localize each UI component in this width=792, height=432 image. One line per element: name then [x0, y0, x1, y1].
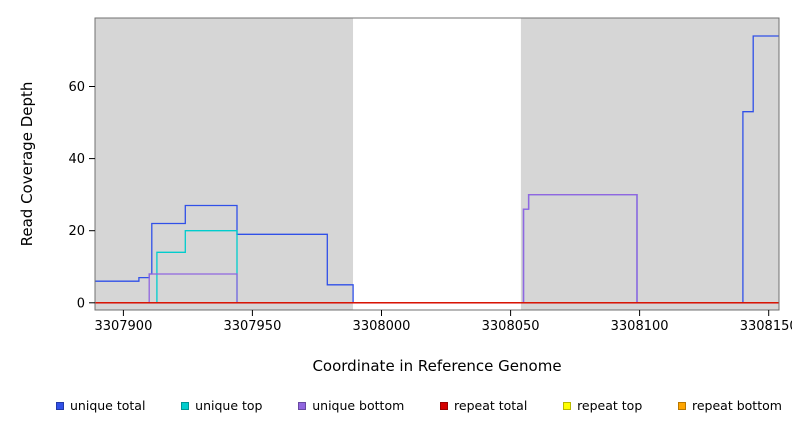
legend-swatch-repeat-bottom [678, 401, 686, 410]
legend-item-unique-total: unique total [56, 398, 145, 413]
x-tick-label: 3308000 [353, 319, 411, 334]
legend-label-repeat-top: repeat top [577, 398, 643, 413]
x-tick-label: 3308050 [482, 319, 540, 334]
y-tick-label: 60 [68, 80, 85, 95]
legend-swatch-unique-total [56, 401, 64, 410]
legend-swatch-unique-top [181, 401, 190, 410]
x-tick-label: 3307900 [94, 319, 152, 334]
x-tick-label: 3308100 [611, 319, 669, 334]
x-tick-label: 3308150 [740, 319, 792, 334]
legend-swatch-repeat-top [563, 401, 572, 410]
legend-item-repeat-bottom: repeat bottom [678, 398, 782, 413]
shaded-region-left [95, 18, 354, 310]
legend-label-repeat-total: repeat total [454, 398, 528, 413]
y-tick-label: 0 [77, 296, 85, 311]
legend-swatch-repeat-total [440, 401, 449, 410]
legend-item-unique-top: unique top [181, 398, 262, 413]
legend-item-repeat-total: repeat total [440, 398, 527, 413]
y-tick-label: 40 [68, 152, 85, 167]
x-tick-label: 3307950 [223, 319, 281, 334]
legend-label-unique-top: unique top [195, 398, 263, 413]
legend-swatch-unique-bottom [298, 401, 307, 410]
x-axis-title: Coordinate in Reference Genome [312, 357, 562, 375]
series-line-unique-bottom [95, 193, 779, 304]
shaded-region-right [520, 18, 779, 310]
plot-border [94, 17, 780, 311]
legend-label-unique-bottom: unique bottom [312, 398, 405, 413]
legend: unique total unique top unique bottom repea… [56, 398, 782, 413]
legend-label-unique-total: unique total [70, 398, 146, 413]
y-axis-title: Read Coverage Depth [18, 81, 36, 247]
y-tick-label: 20 [68, 224, 85, 239]
legend-label-repeat-bottom: repeat bottom [692, 398, 782, 413]
legend-item-repeat-top: repeat top [563, 398, 642, 413]
gap-region [353, 18, 521, 310]
legend-item-unique-bottom: unique bottom [298, 398, 404, 413]
